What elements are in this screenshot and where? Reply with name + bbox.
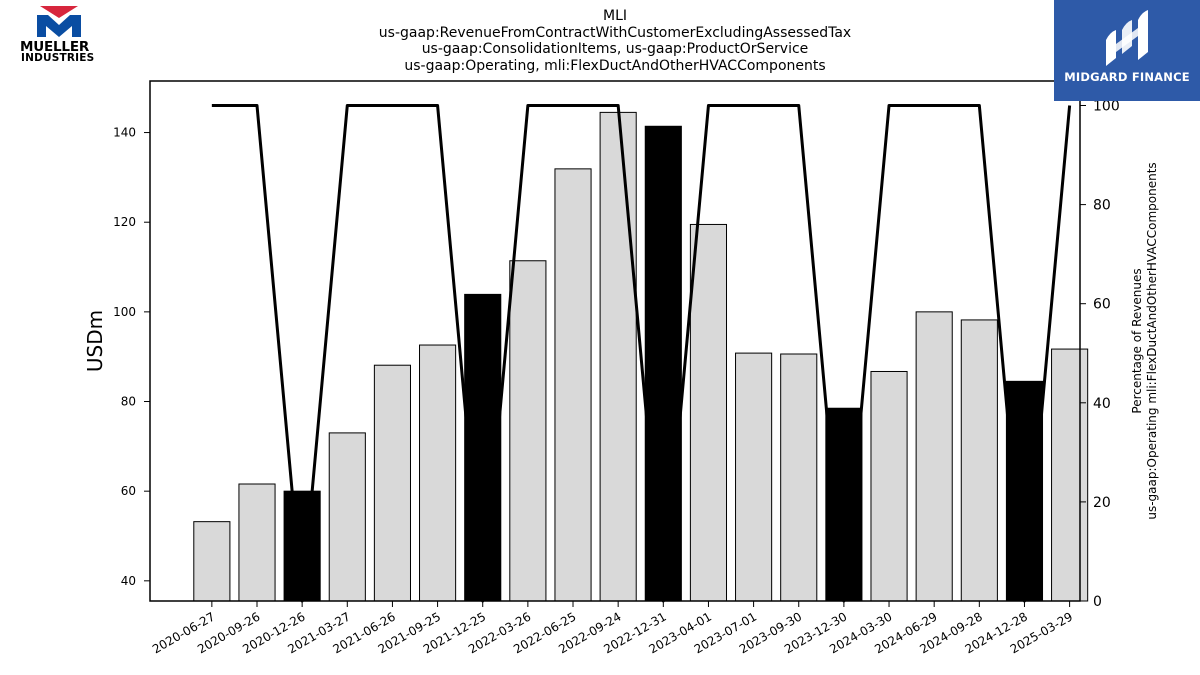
y-axis-ticks: 40 60 80 100 120 140	[113, 126, 150, 588]
chart-title-line4: us-gaap:Operating, mli:FlexDuctAndOtherH…	[404, 57, 826, 74]
bar-2021-09-25	[419, 344, 457, 602]
bar-2024-03-30	[870, 370, 908, 602]
bar-2022-03-26	[509, 260, 547, 602]
y-tick-label: 40	[121, 574, 136, 588]
bar-2020-12-26	[283, 490, 321, 602]
chart-title: MLI us-gaap:RevenueFromContractWithCusto…	[365, 8, 865, 74]
percentage-line	[211, 104, 1072, 603]
bar-2024-06-29	[915, 311, 953, 602]
bar-2020-09-26	[238, 483, 276, 602]
y2-axis-label-line1: Percentage of Revenues	[1130, 268, 1144, 413]
y-tick-label: 120	[113, 215, 136, 229]
y2-axis-label-line2: us-gaap:Operating mli:FlexDuctAndOtherHV…	[1145, 162, 1159, 519]
mueller-industries-logo: MUELLER INDUSTRIES	[18, 6, 100, 66]
y-axis-label: USDm	[83, 310, 107, 372]
plot-frame	[149, 80, 1081, 602]
y2-axis-label: Percentage of Revenues us-gaap:Operating…	[1130, 162, 1159, 519]
midgard-emblem-icon	[1106, 10, 1148, 66]
bar-2023-04-01	[689, 223, 728, 602]
y2-tick-label: 0	[1093, 594, 1102, 610]
bar-2021-03-27	[328, 432, 366, 602]
bar-2022-12-31	[644, 125, 682, 602]
y-tick-label: 80	[121, 395, 136, 409]
chart-title-line3: us-gaap:ConsolidationItems, us-gaap:Prod…	[421, 41, 809, 57]
bar-2020-06-27	[193, 521, 231, 602]
y2-tick-label: 40	[1093, 396, 1111, 412]
y2-tick-label: 100	[1093, 99, 1120, 115]
y-tick-label: 60	[121, 484, 136, 498]
bar-series	[193, 111, 1089, 602]
y2-tick-label: 80	[1093, 198, 1111, 214]
x-axis-ticks: 2020-06-272020-09-262020-12-262021-03-27…	[150, 601, 1075, 656]
bar-2021-06-26	[373, 364, 411, 602]
bar-2022-09-24	[599, 111, 637, 602]
y-tick-label: 140	[113, 126, 136, 140]
bar-2025-03-29	[1051, 348, 1089, 602]
mueller-m-icon	[37, 6, 81, 37]
bar-2024-12-28	[1005, 380, 1044, 602]
mueller-logo-line2: INDUSTRIES	[21, 52, 95, 64]
percentage-line-series	[211, 104, 1072, 603]
midgard-logo-text: MIDGARD FINANCE	[1064, 70, 1190, 84]
chart-title-line2: us-gaap:RevenueFromContractWithCustomerE…	[378, 24, 852, 41]
axes	[149, 80, 1081, 602]
bar-2024-09-28	[960, 319, 998, 602]
y2-axis-ticks: 0 20 40 60 80 100	[1080, 99, 1120, 610]
y-tick-label: 100	[113, 305, 136, 319]
bar-2022-06-25	[554, 168, 592, 602]
bar-2023-07-01	[735, 352, 773, 602]
y2-tick-label: 20	[1093, 495, 1111, 511]
midgard-finance-logo: MIDGARD FINANCE	[1054, 0, 1200, 101]
mueller-logo-line1: MUELLER	[20, 39, 90, 55]
bar-2023-09-30	[780, 353, 818, 602]
bar-2023-12-30	[825, 407, 863, 602]
y2-tick-label: 60	[1093, 297, 1111, 313]
chart-title-line1: MLI	[602, 8, 627, 24]
